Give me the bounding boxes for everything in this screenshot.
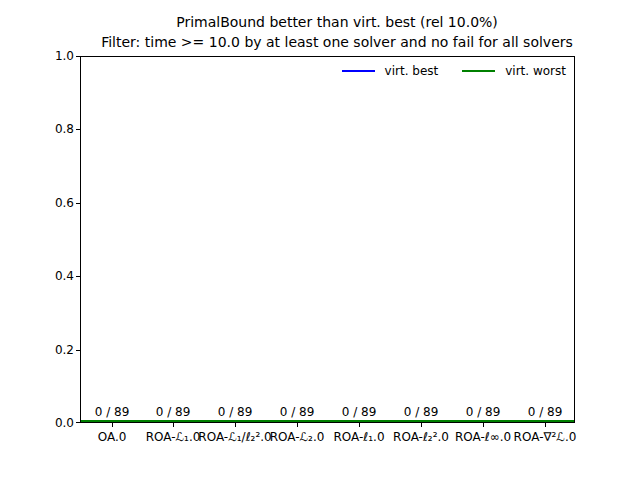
- legend-label: virt. best: [385, 64, 439, 78]
- y-tick-label: 1.0: [34, 49, 74, 63]
- count-annotation: 0 / 89: [505, 405, 585, 419]
- legend: virt. best virt. worst: [342, 64, 566, 78]
- legend-item-virt-worst: virt. worst: [462, 64, 566, 78]
- plot-area: virt. best virt. worst: [80, 56, 575, 423]
- y-tick-label: 0.0: [34, 416, 74, 430]
- legend-item-virt-best: virt. best: [342, 64, 439, 78]
- chart-title: PrimalBound better than virt. best (rel …: [35, 12, 639, 32]
- x-tick-label: ROA-∇²ℒ.0: [465, 430, 625, 445]
- x-tick-mark: [297, 423, 298, 427]
- figure: PrimalBound better than virt. best (rel …: [0, 0, 640, 480]
- x-tick-mark: [359, 423, 360, 427]
- virt-worst-line-icon: [462, 70, 495, 72]
- x-tick-mark: [112, 423, 113, 427]
- x-tick-mark: [421, 423, 422, 427]
- x-tick-mark: [545, 423, 546, 427]
- virt-best-line-icon: [342, 70, 375, 72]
- y-tick-label: 0.6: [34, 196, 74, 210]
- y-tick-label: 0.4: [34, 269, 74, 283]
- y-tick-label: 0.2: [34, 343, 74, 357]
- y-tick-label: 0.8: [34, 122, 74, 136]
- chart-title-block: PrimalBound better than virt. best (rel …: [35, 12, 639, 52]
- x-tick-mark: [235, 423, 236, 427]
- virt-worst-series-line: [81, 420, 574, 422]
- chart-subtitle: Filter: time >= 10.0 by at least one sol…: [35, 32, 639, 52]
- x-tick-mark: [483, 423, 484, 427]
- x-tick-mark: [173, 423, 174, 427]
- legend-label: virt. worst: [505, 64, 566, 78]
